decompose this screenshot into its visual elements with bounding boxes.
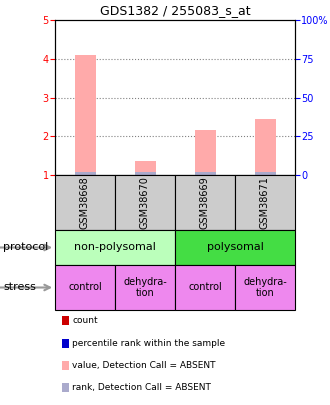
Bar: [194, 172, 215, 175]
Text: count: count: [72, 316, 98, 325]
Bar: [175, 265, 235, 310]
Text: polysomal: polysomal: [207, 243, 263, 252]
Text: stress: stress: [3, 283, 36, 292]
Text: rank, Detection Call = ABSENT: rank, Detection Call = ABSENT: [72, 383, 211, 392]
Bar: [55, 175, 115, 230]
Bar: [75, 55, 95, 175]
Bar: [175, 230, 295, 265]
Bar: [175, 175, 235, 230]
Text: dehydra-
tion: dehydra- tion: [243, 277, 287, 298]
Bar: [235, 175, 295, 230]
Bar: [55, 230, 175, 265]
Bar: [235, 265, 295, 310]
Text: GSM38671: GSM38671: [260, 176, 270, 229]
Text: control: control: [188, 283, 222, 292]
Bar: [75, 172, 95, 175]
Bar: [135, 172, 155, 175]
Text: GDS1382 / 255083_s_at: GDS1382 / 255083_s_at: [100, 4, 250, 17]
Text: non-polysomal: non-polysomal: [74, 243, 156, 252]
Bar: [254, 172, 276, 175]
Bar: [55, 265, 115, 310]
Text: GSM38669: GSM38669: [200, 176, 210, 229]
Text: GSM38668: GSM38668: [80, 176, 90, 229]
Text: control: control: [68, 283, 102, 292]
Text: GSM38670: GSM38670: [140, 176, 150, 229]
Text: protocol: protocol: [3, 243, 49, 252]
Bar: [194, 130, 215, 175]
Text: percentile rank within the sample: percentile rank within the sample: [72, 339, 225, 347]
Bar: [135, 162, 155, 175]
Text: dehydra-
tion: dehydra- tion: [123, 277, 167, 298]
Text: value, Detection Call = ABSENT: value, Detection Call = ABSENT: [72, 361, 216, 370]
Bar: [115, 265, 175, 310]
Bar: [254, 119, 276, 175]
Bar: [115, 175, 175, 230]
